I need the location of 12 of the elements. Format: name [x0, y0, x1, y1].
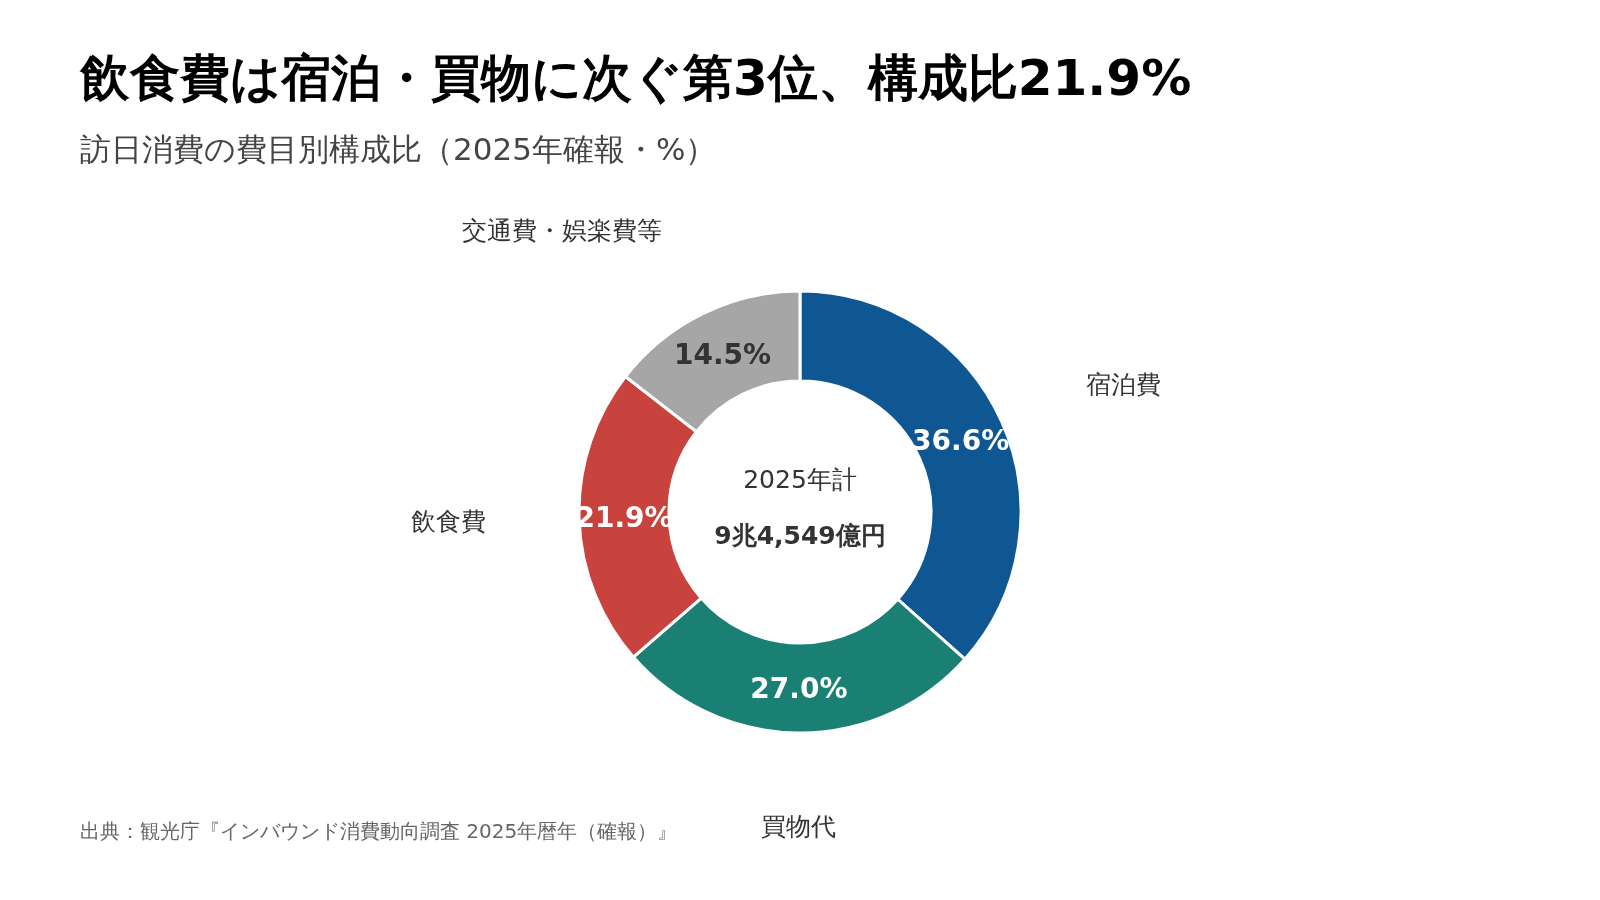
data-label: 27.0%	[750, 672, 848, 705]
data-label: 36.6%	[912, 424, 1010, 458]
source-note: 出典：観光庁『インバウンド消費動向調査 2025年暦年（確報）』	[80, 819, 678, 843]
slice-label: 買物代	[760, 811, 836, 841]
slice-label: 飲食費	[411, 506, 487, 536]
slice-label: 交通費・娯楽費等	[461, 216, 662, 246]
chart-title: 飲食費は宿泊・買物に次ぐ第3位、構成比21.9%	[79, 49, 1192, 107]
chart-subtitle: 訪日消費の費目別構成比（2025年確報・%）	[80, 131, 717, 167]
data-label: 14.5%	[674, 337, 772, 371]
text: 2025年計	[743, 465, 857, 494]
text: 9兆4,549億円	[714, 521, 886, 550]
slice-label: 宿泊費	[1086, 369, 1162, 399]
